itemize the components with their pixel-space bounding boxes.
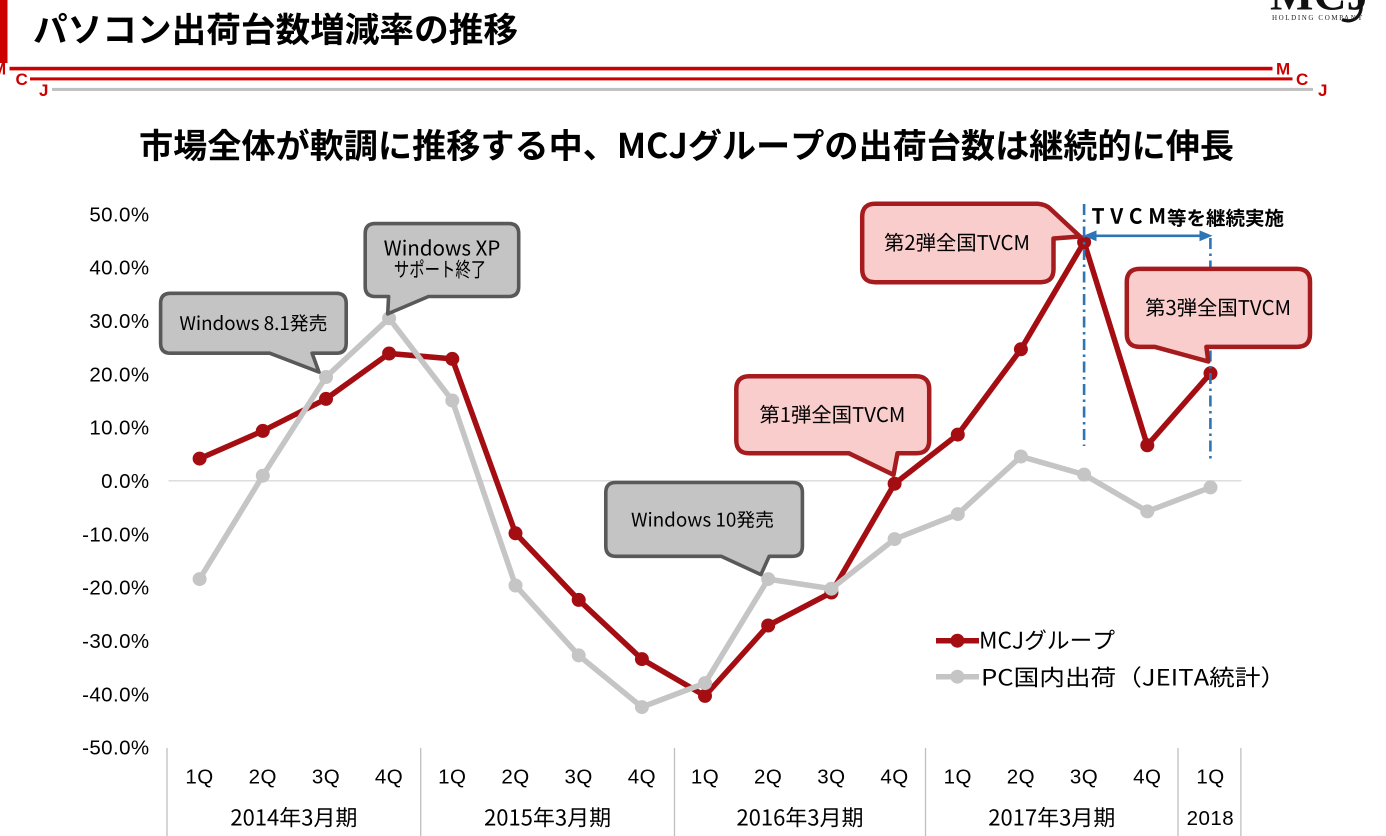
svg-text:2Q: 2Q <box>754 765 782 788</box>
svg-text:-10.0%: -10.0% <box>82 523 149 546</box>
svg-text:1Q: 1Q <box>185 765 213 788</box>
svg-text:2Q: 2Q <box>249 765 277 788</box>
svg-text:J: J <box>1318 81 1327 100</box>
svg-text:3Q: 3Q <box>565 765 593 788</box>
svg-text:-40.0%: -40.0% <box>82 683 149 706</box>
svg-text:1Q: 1Q <box>1196 765 1224 788</box>
svg-text:-20.0%: -20.0% <box>82 577 149 600</box>
svg-text:C: C <box>16 70 28 89</box>
svg-text:2Q: 2Q <box>501 765 529 788</box>
svg-text:1Q: 1Q <box>691 765 719 788</box>
svg-text:4Q: 4Q <box>375 765 403 788</box>
svg-text:J: J <box>39 81 48 100</box>
svg-text:3Q: 3Q <box>312 765 340 788</box>
svg-text:2Q: 2Q <box>1007 765 1035 788</box>
svg-text:-30.0%: -30.0% <box>82 630 149 653</box>
svg-text:2018: 2018 <box>1187 807 1235 830</box>
svg-text:30.0%: 30.0% <box>89 310 149 333</box>
svg-text:HOLDING COMPANY: HOLDING COMPANY <box>1272 14 1364 22</box>
svg-text:M: M <box>0 60 6 79</box>
svg-text:40.0%: 40.0% <box>89 257 149 280</box>
svg-text:MCJ: MCJ <box>1270 0 1370 20</box>
svg-text:20.0%: 20.0% <box>89 363 149 386</box>
svg-text:1Q: 1Q <box>944 765 972 788</box>
svg-text:4Q: 4Q <box>628 765 656 788</box>
svg-text:-50.0%: -50.0% <box>82 737 149 760</box>
svg-text:1Q: 1Q <box>438 765 466 788</box>
svg-text:M: M <box>1276 60 1290 79</box>
svg-text:50.0%: 50.0% <box>89 203 149 226</box>
svg-text:4Q: 4Q <box>880 765 908 788</box>
svg-text:0.0%: 0.0% <box>101 470 149 493</box>
svg-text:C: C <box>1296 70 1308 89</box>
svg-text:3Q: 3Q <box>1070 765 1098 788</box>
svg-text:3Q: 3Q <box>817 765 845 788</box>
svg-text:10.0%: 10.0% <box>89 417 149 440</box>
svg-text:4Q: 4Q <box>1133 765 1161 788</box>
